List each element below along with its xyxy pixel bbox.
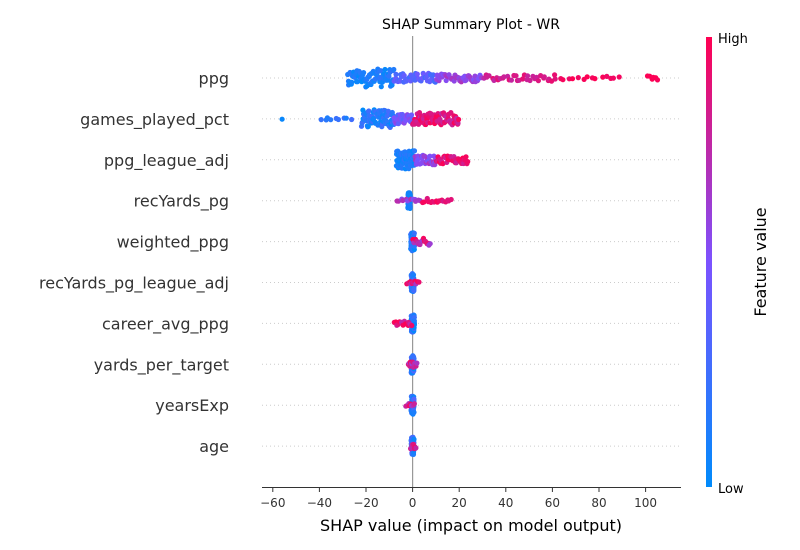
shap-point bbox=[411, 148, 418, 154]
x-tick-label: −60 bbox=[260, 496, 285, 510]
shap-point bbox=[472, 73, 478, 79]
shap-point bbox=[421, 199, 427, 205]
x-tick-label: 20 bbox=[452, 496, 467, 510]
x-tick-label: 0 bbox=[409, 496, 417, 510]
feature-label-yearsExp: yearsExp bbox=[155, 396, 229, 415]
shap-point bbox=[508, 77, 514, 83]
shap-point bbox=[395, 121, 401, 127]
shap-point bbox=[385, 77, 391, 83]
colorbar bbox=[706, 37, 712, 487]
feature-gridlines bbox=[262, 77, 681, 447]
shap-point bbox=[335, 116, 341, 123]
shap-point bbox=[361, 70, 367, 76]
shap-point bbox=[386, 73, 392, 79]
shap-point bbox=[382, 66, 388, 73]
shap-point bbox=[416, 279, 422, 285]
colorbar-high-label: High bbox=[718, 32, 748, 47]
chart-title: SHAP Summary Plot - WR bbox=[382, 17, 560, 33]
shap-point bbox=[389, 82, 395, 88]
x-axis-label: SHAP value (impact on model output) bbox=[320, 516, 622, 535]
shap-point bbox=[416, 121, 422, 127]
shap-point bbox=[463, 154, 469, 160]
shap-point bbox=[411, 401, 417, 407]
shap-point bbox=[413, 445, 419, 451]
feature-label-ppg_league_adj: ppg_league_adj bbox=[104, 151, 229, 171]
shap-point bbox=[349, 79, 355, 85]
shap-point bbox=[463, 77, 469, 83]
shap-point bbox=[411, 286, 417, 292]
shap-point bbox=[343, 115, 349, 121]
shap-point bbox=[654, 77, 661, 83]
shap-points bbox=[279, 66, 661, 457]
shap-point bbox=[349, 116, 355, 123]
shap-point bbox=[592, 76, 598, 82]
shap-point bbox=[318, 117, 324, 123]
shap-point bbox=[411, 409, 417, 415]
feature-labels: ppg games_played_pct ppg_league_adj recYard… bbox=[39, 69, 229, 456]
shap-point bbox=[407, 204, 413, 210]
shap-point bbox=[448, 196, 454, 203]
x-tick-label: 40 bbox=[498, 496, 513, 510]
shap-point bbox=[616, 74, 622, 80]
shap-point bbox=[456, 116, 462, 123]
shap-point bbox=[409, 322, 415, 329]
shap-point bbox=[535, 78, 542, 84]
shap-point bbox=[440, 161, 446, 167]
shap-point bbox=[569, 76, 576, 82]
feature-label-weighted_ppg: weighted_ppg bbox=[117, 233, 229, 253]
shap-point bbox=[393, 71, 399, 77]
colorbar-label: Feature value bbox=[751, 207, 770, 316]
shap-point bbox=[401, 72, 407, 79]
shap-point bbox=[541, 74, 547, 80]
shap-point bbox=[411, 396, 417, 402]
shap-point bbox=[552, 72, 558, 78]
x-axis-ticks: −60 −40 −20 0 20 40 60 80 100 bbox=[260, 487, 657, 510]
shap-point bbox=[604, 73, 610, 79]
shap-point bbox=[465, 159, 471, 165]
shap-point bbox=[575, 75, 581, 81]
shap-point bbox=[427, 153, 433, 159]
feature-label-ppg: ppg bbox=[199, 69, 229, 88]
shap-point bbox=[378, 84, 384, 90]
x-tick-label: −20 bbox=[353, 496, 378, 510]
feature-label-yards_per_target: yards_per_target bbox=[94, 355, 229, 375]
feature-label-age: age bbox=[199, 437, 229, 456]
shap-point bbox=[527, 77, 533, 84]
shap-point bbox=[414, 360, 420, 366]
x-tick-label: −40 bbox=[307, 496, 332, 510]
shap-point bbox=[600, 74, 606, 80]
shap-point bbox=[366, 108, 372, 114]
shap-point bbox=[391, 66, 397, 73]
feature-label-games_played_pct: games_played_pct bbox=[80, 110, 229, 130]
shap-point bbox=[520, 76, 526, 82]
colorbar-low-label: Low bbox=[718, 482, 744, 497]
shap-point bbox=[513, 73, 519, 79]
shap-point bbox=[365, 123, 371, 129]
shap-point bbox=[610, 75, 617, 81]
shap-point bbox=[552, 76, 558, 82]
shap-point bbox=[427, 241, 433, 247]
x-tick-label: 80 bbox=[591, 496, 606, 510]
shap-point bbox=[411, 436, 417, 443]
feature-label-career_avg_ppg: career_avg_ppg bbox=[102, 314, 229, 334]
shap-point bbox=[279, 116, 285, 122]
shap-point bbox=[414, 71, 420, 77]
shap-point bbox=[408, 112, 415, 118]
shap-point bbox=[486, 73, 492, 79]
shap-point bbox=[354, 79, 361, 85]
x-tick-label: 60 bbox=[545, 496, 560, 510]
shap-point bbox=[430, 72, 436, 78]
shap-point bbox=[584, 74, 590, 80]
shap-point bbox=[411, 230, 417, 236]
feature-label-recYards_pg: recYards_pg bbox=[134, 192, 229, 212]
shap-point bbox=[328, 117, 334, 123]
x-tick-label: 100 bbox=[634, 496, 657, 510]
shap-point bbox=[525, 73, 531, 79]
feature-label-recYards_pg_league_adj: recYards_pg_league_adj bbox=[39, 274, 229, 294]
shap-point bbox=[560, 77, 566, 83]
shap-point bbox=[411, 314, 417, 320]
